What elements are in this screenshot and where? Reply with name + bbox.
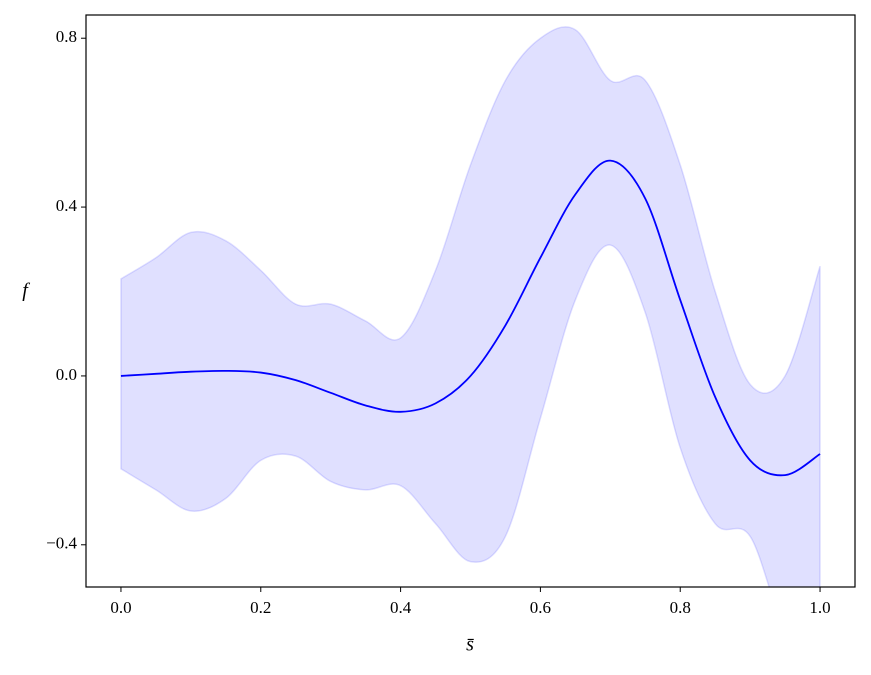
mean-line [120, 159, 821, 477]
plot-area [120, 26, 821, 587]
x-tick-label: 0.0 [110, 598, 131, 617]
y-tick-label: 0.0 [56, 365, 77, 384]
x-tick-label: 1.0 [809, 598, 830, 617]
axes-frame [85, 14, 856, 588]
y-tick-label: 0.8 [56, 27, 77, 46]
y-axis-label: f [22, 280, 30, 302]
x-tick-label: 0.2 [250, 598, 271, 617]
confidence-band [120, 26, 821, 587]
x-tick-label: 0.6 [530, 598, 551, 617]
y-tick-label: −0.4 [46, 534, 77, 553]
x-tick-label: 0.4 [390, 598, 412, 617]
y-tick-label: 0.4 [56, 196, 78, 215]
x-tick-label: 0.8 [670, 598, 691, 617]
x-axis-label: s̄ [466, 634, 474, 656]
